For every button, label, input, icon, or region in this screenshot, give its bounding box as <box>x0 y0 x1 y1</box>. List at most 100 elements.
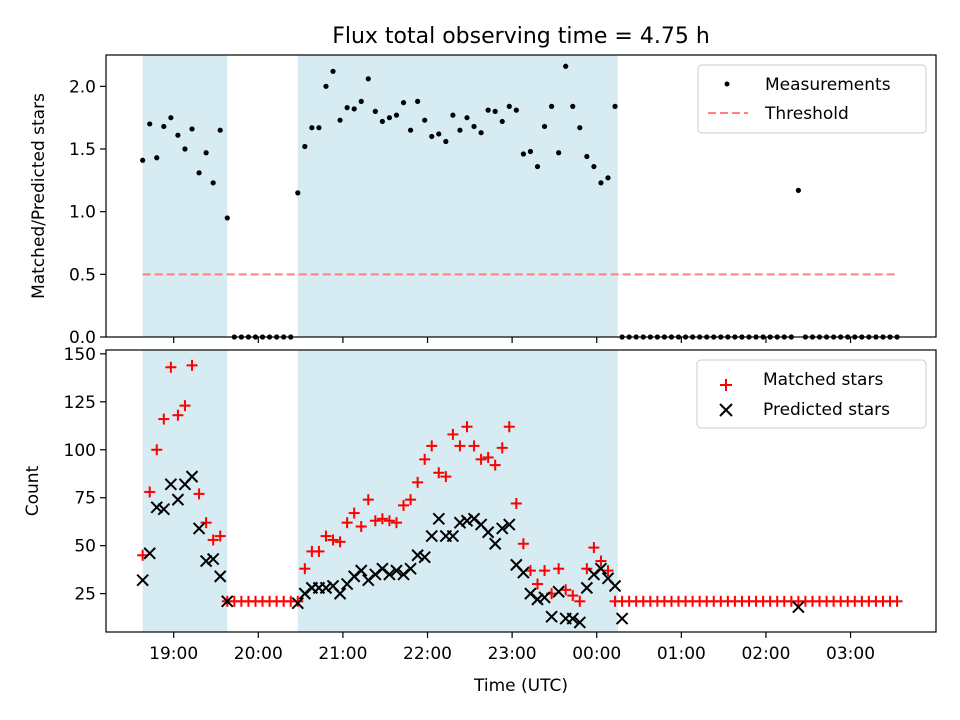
matched-star-point <box>539 565 551 577</box>
x-tick-label: 02:00 <box>741 644 790 664</box>
legend-predicted-label: Predicted stars <box>763 400 890 420</box>
top-y-tick-label: 0.0 <box>69 328 96 348</box>
predicted-star-point <box>185 470 199 483</box>
matched-star-point <box>334 536 346 548</box>
predicted-star-point <box>192 522 206 535</box>
top-shade-0 <box>142 55 228 337</box>
matched-star-point <box>299 563 311 575</box>
matched-star-point <box>524 565 536 577</box>
measurement-point <box>140 157 146 163</box>
matched-star-point <box>376 513 388 525</box>
predicted-star-point <box>531 593 544 606</box>
measurement-point <box>584 153 590 160</box>
measurement-point <box>499 118 505 125</box>
measurement-point <box>351 106 357 112</box>
matched-star-point <box>503 421 515 433</box>
measurement-point <box>203 150 209 156</box>
measurement-point <box>337 117 343 123</box>
bottom-legend: Matched stars Predicted stars <box>696 359 927 429</box>
measurement-point <box>309 125 315 131</box>
predicted-star-point <box>446 529 460 543</box>
predicted-star-point <box>333 587 347 600</box>
measurement-point <box>513 107 519 113</box>
measurement-point <box>464 115 470 121</box>
measurement-point <box>598 180 604 186</box>
measurement-point <box>161 123 167 130</box>
top-axes-frame <box>105 54 937 338</box>
matched-star-point <box>165 361 177 373</box>
bottom-y-tick-label: 75 <box>74 489 96 509</box>
predicted-star-point <box>150 501 163 514</box>
matched-star-point <box>144 486 156 498</box>
predicted-star-point <box>432 512 445 526</box>
measurement-point <box>210 180 216 186</box>
predicted-star-point <box>206 552 220 566</box>
predicted-star-point <box>221 595 234 608</box>
matched-star-point <box>405 494 417 506</box>
x-tick-label: 23:00 <box>488 644 537 664</box>
x-tick-label: 00:00 <box>572 644 621 664</box>
matched-star-point <box>390 517 402 529</box>
measurement-point <box>795 187 801 193</box>
predicted-star-point <box>383 568 396 581</box>
matched-star-point <box>327 534 339 546</box>
matched-star-point <box>172 409 184 421</box>
measurement-point <box>330 68 336 74</box>
bottom-legend-box <box>696 359 927 429</box>
predicted-star-point <box>488 537 502 550</box>
top-y-ticks: 0.0 0.5 1.0 1.5 2.0 <box>69 77 106 348</box>
top-legend: Measurements Threshold <box>697 64 927 134</box>
measurement-point <box>436 131 442 137</box>
predicted-star-point <box>404 562 417 575</box>
matched-star-point <box>517 538 529 550</box>
measurement-point <box>182 146 188 152</box>
measurement-point <box>577 125 583 131</box>
measurement-point <box>196 170 202 176</box>
x-tick-label: 20:00 <box>234 644 283 664</box>
predicted-star-point <box>214 570 227 583</box>
measurement-point <box>358 98 364 104</box>
predicted-star-point <box>594 562 608 575</box>
top-legend-box <box>697 64 927 134</box>
predicted-star-point <box>319 581 333 595</box>
x-axis-label: Time (UTC) <box>473 676 568 696</box>
x-tick-label: 19:00 <box>149 644 198 664</box>
matched-star-point <box>574 595 586 607</box>
measurement-point <box>302 143 308 150</box>
matched-star-point <box>355 520 367 532</box>
matched-star-point <box>179 400 191 412</box>
matched-star-point <box>482 451 494 463</box>
measurement-point <box>556 150 562 156</box>
measurement-point <box>147 121 153 127</box>
matched-star-point <box>581 563 593 575</box>
matched-star-point <box>292 595 304 607</box>
measurement-point <box>548 103 555 109</box>
measurement-point <box>527 148 534 155</box>
matched-star-point <box>440 471 452 483</box>
measurement-point <box>154 155 160 161</box>
bottom-y-tick-label: 25 <box>74 585 96 605</box>
predicted-star-point <box>143 547 156 560</box>
measurement-point <box>168 115 174 121</box>
measurement-point <box>393 112 400 118</box>
predicted-star-point <box>418 550 431 564</box>
bottom-axes-frame <box>105 349 937 633</box>
matched-star-point <box>151 444 163 456</box>
measurement-point <box>429 133 435 140</box>
top-y-axis-label: Matched/Predicted stars <box>29 93 49 299</box>
matched-star-point <box>560 584 572 596</box>
matched-star-point <box>553 563 565 575</box>
predicted-star-point <box>453 516 467 529</box>
matched-star-point <box>193 488 205 500</box>
measurement-point <box>492 108 498 114</box>
predicted-star-point <box>792 600 805 614</box>
predicted-star-point <box>199 554 213 568</box>
matched-star-point <box>496 442 508 454</box>
measurement-point <box>612 103 618 109</box>
matched-star-point <box>461 421 473 433</box>
matched-star-point <box>510 497 522 509</box>
matched-star-point <box>489 459 501 471</box>
matched-star-point <box>200 517 212 529</box>
matched-star-point <box>348 507 360 519</box>
matched-star-point <box>369 515 381 527</box>
